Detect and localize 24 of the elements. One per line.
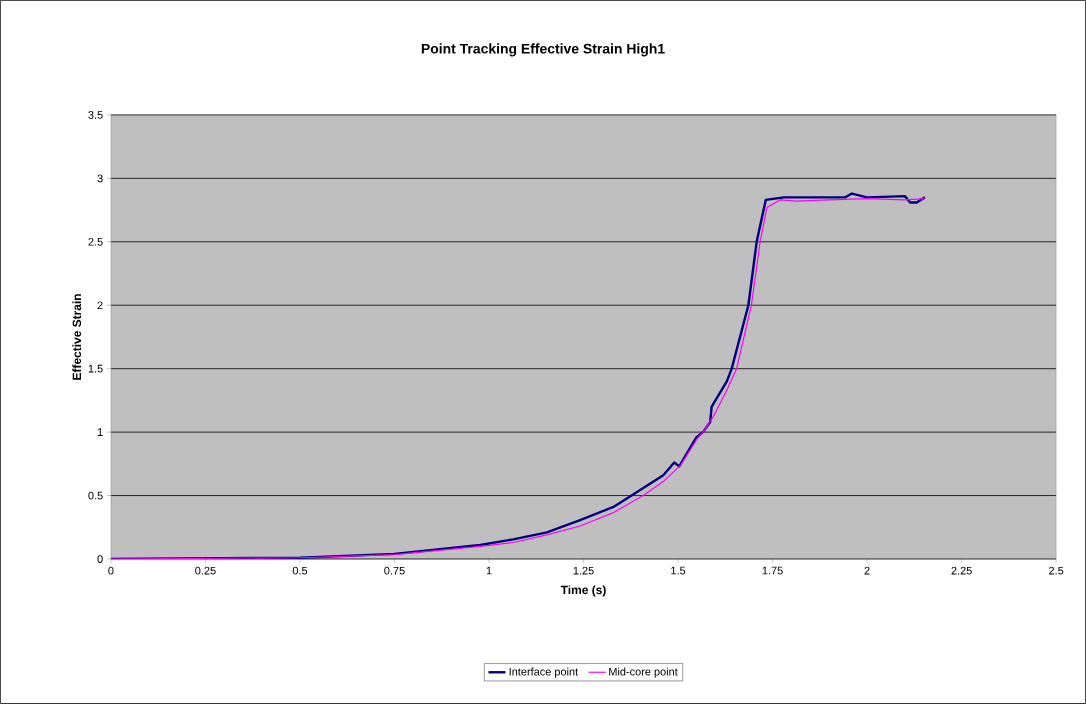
- x-axis-title: Time (s): [560, 585, 606, 597]
- y-tick-label: 1.5: [88, 364, 103, 373]
- y-tick-label: 2.5: [88, 237, 103, 246]
- y-tick-label: 3.5: [88, 111, 103, 119]
- x-tick-label: 2.25: [951, 566, 972, 575]
- x-tick-label: 1.75: [762, 566, 783, 575]
- chart-title: Point Tracking Effective Strain High1: [421, 43, 665, 57]
- y-tick-label: 0.5: [88, 491, 103, 500]
- x-tick-label: 2.5: [1049, 566, 1064, 575]
- y-tick-label: 2: [97, 301, 103, 310]
- y-tick-label: 3: [97, 174, 103, 183]
- x-tick-label: 0.75: [384, 566, 405, 575]
- legend-label: Mid-core point: [609, 667, 678, 678]
- legend-label: Interface point: [509, 667, 579, 678]
- x-tick-label: 1.25: [573, 566, 594, 575]
- y-tick-label: 1: [97, 428, 103, 436]
- x-tick-label: 0.25: [195, 566, 216, 575]
- x-tick-label: 1.5: [671, 566, 686, 575]
- x-tick-label: 1: [486, 566, 492, 575]
- x-tick-label: 0: [108, 566, 114, 575]
- x-tick-label: 2: [864, 566, 870, 575]
- y-axis-title: Effective Strain: [72, 294, 82, 380]
- x-tick-label: 0.5: [292, 566, 308, 575]
- y-tick-label: 0: [97, 555, 103, 563]
